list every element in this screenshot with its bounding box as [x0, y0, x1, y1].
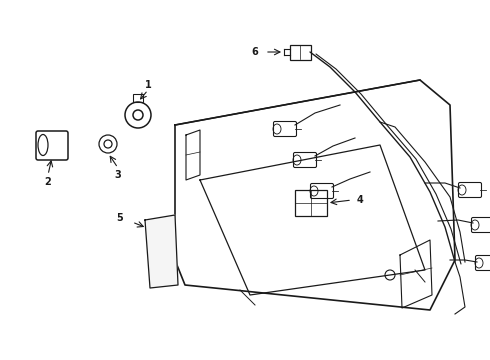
- Bar: [154, 260, 170, 270]
- Text: 1: 1: [145, 80, 151, 90]
- Bar: [295, 190, 327, 216]
- Bar: [150, 225, 166, 235]
- Text: 4: 4: [357, 195, 364, 205]
- Polygon shape: [145, 215, 178, 288]
- Text: 5: 5: [117, 213, 123, 223]
- Text: 3: 3: [115, 170, 122, 180]
- Text: 2: 2: [45, 177, 51, 187]
- Bar: [152, 242, 168, 252]
- Text: 6: 6: [252, 47, 258, 57]
